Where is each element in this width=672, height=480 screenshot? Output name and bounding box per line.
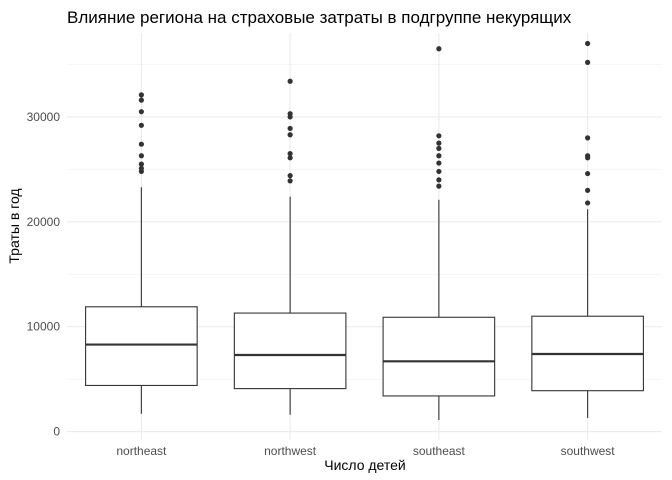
y-axis-ticks: 0 10000 20000 30000 xyxy=(27,110,61,439)
y-tick-label: 0 xyxy=(53,425,60,439)
box-southwest xyxy=(531,40,644,418)
outlier-point xyxy=(138,92,144,98)
y-axis-title: Траты в год xyxy=(6,188,22,263)
outlier-point xyxy=(287,125,293,132)
outlier-point xyxy=(138,161,144,167)
box-northwest xyxy=(233,78,347,415)
outlier-point xyxy=(436,133,442,139)
outlier-point xyxy=(436,160,442,166)
outlier-point xyxy=(436,153,442,159)
x-tick-label: southwest xyxy=(561,444,616,458)
x-tick-label: northwest xyxy=(264,444,317,458)
outlier-point xyxy=(585,153,591,159)
outlier-point xyxy=(287,111,293,117)
outlier-point xyxy=(436,46,442,52)
outlier-point xyxy=(287,132,293,138)
outlier-point xyxy=(585,170,591,177)
x-axis-title: Число детей xyxy=(324,457,406,473)
box-iqr xyxy=(85,306,198,387)
outlier-point xyxy=(585,187,591,193)
outlier-point xyxy=(287,78,293,84)
outlier-point xyxy=(138,97,144,103)
outlier-point xyxy=(138,153,144,159)
outlier-point xyxy=(138,109,144,115)
outlier-point xyxy=(436,145,442,151)
x-tick-label: southeast xyxy=(413,444,466,458)
outlier-point xyxy=(287,173,293,179)
outlier-point xyxy=(287,155,293,161)
outlier-point xyxy=(585,135,591,141)
chart-title: Влияние региона на страховые затраты в п… xyxy=(67,8,572,27)
outlier-point xyxy=(585,40,591,47)
outlier-point xyxy=(138,165,144,171)
outlier-point xyxy=(287,151,293,157)
box-northeast xyxy=(85,92,198,414)
outlier-point xyxy=(436,177,442,183)
outlier-point xyxy=(436,168,442,175)
x-tick-label: northeast xyxy=(116,444,167,458)
y-tick-label: 20000 xyxy=(27,215,61,229)
box-iqr xyxy=(233,312,347,390)
x-axis-ticks: northeast northwest southeast southwest xyxy=(116,444,615,458)
boxes xyxy=(85,40,644,421)
y-tick-label: 10000 xyxy=(27,320,61,334)
box-iqr xyxy=(382,316,496,397)
outlier-point xyxy=(287,178,293,184)
outlier-point xyxy=(138,122,144,128)
outlier-point xyxy=(138,141,144,147)
outlier-point xyxy=(585,59,591,65)
y-tick-label: 30000 xyxy=(27,110,61,124)
outlier-point xyxy=(436,140,442,146)
outlier-point xyxy=(436,183,442,189)
outlier-point xyxy=(585,200,591,206)
box-southeast xyxy=(382,46,496,421)
